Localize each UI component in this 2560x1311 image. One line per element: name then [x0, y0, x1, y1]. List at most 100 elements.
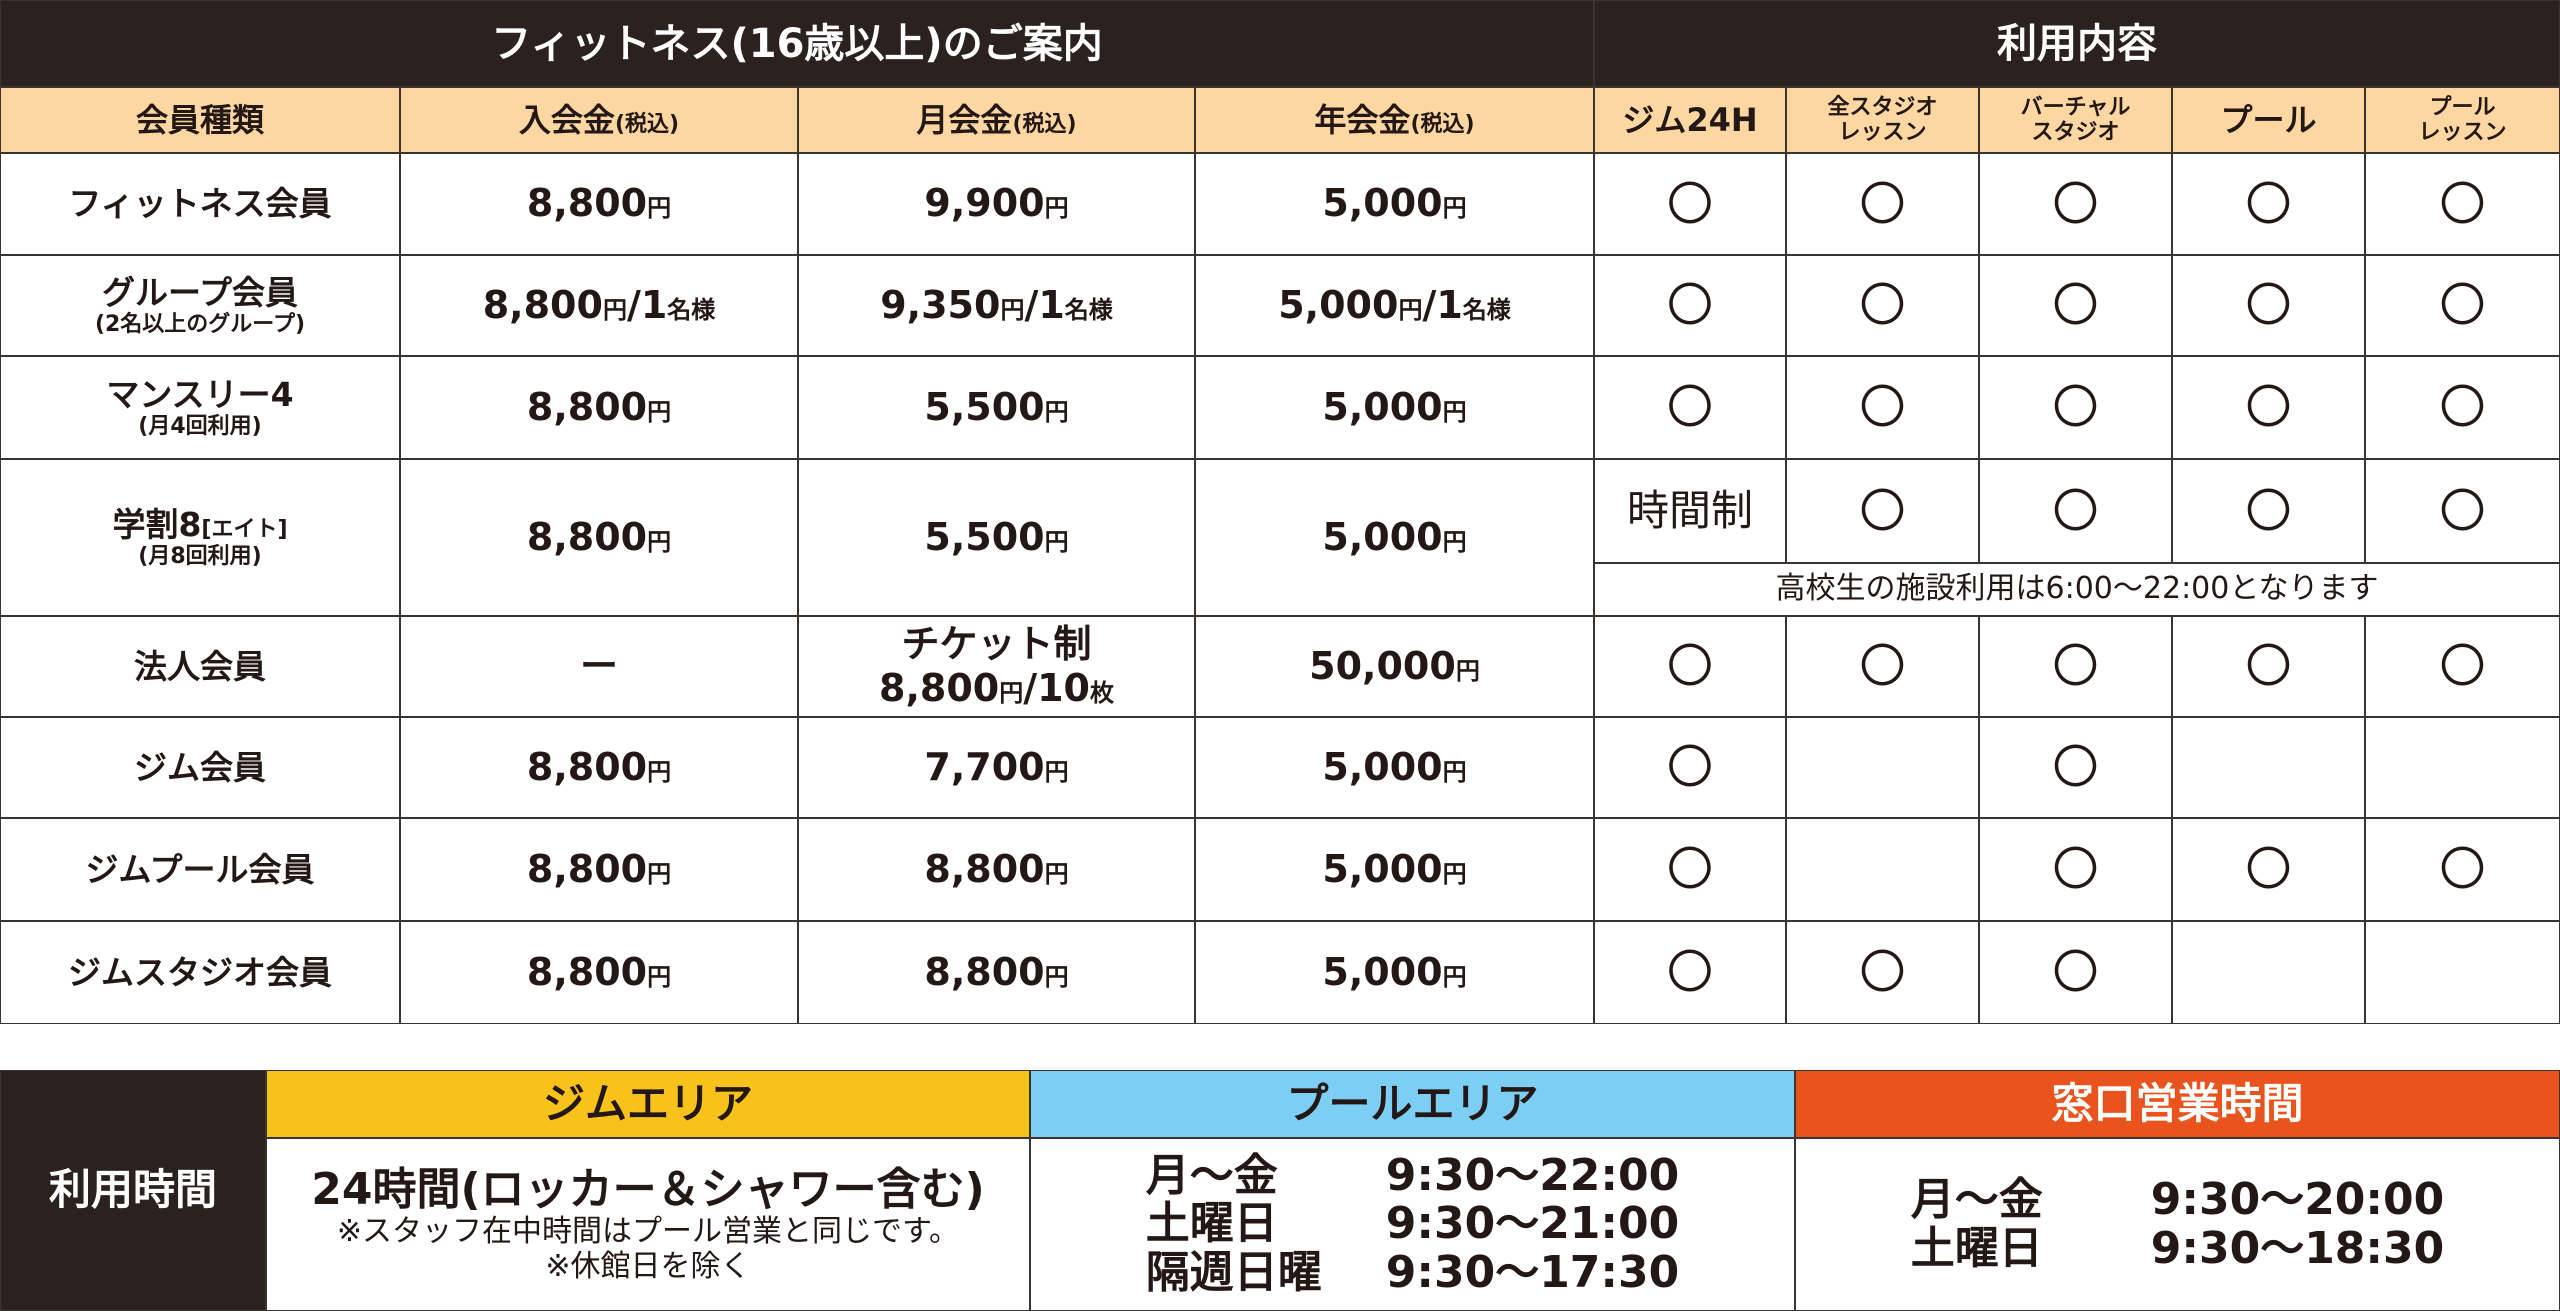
member-sub: (2名以上のグループ)	[94, 311, 306, 337]
amount-text: 5,000	[1322, 181, 1443, 226]
member-name: グループ会員	[102, 273, 298, 312]
amount-text: 8,800	[482, 282, 603, 327]
fee-cell: 8,800円	[401, 357, 797, 458]
schedule-day: 月〜金	[1910, 1174, 2043, 1226]
amount-text: /10	[1023, 665, 1090, 710]
amount-text: 8,800	[924, 949, 1045, 994]
amount-text: 9,350	[880, 282, 1001, 327]
member-sub: (月4回利用)	[138, 413, 262, 439]
unit-text: 名様	[1064, 295, 1113, 324]
fee-line: 8,800円	[527, 385, 671, 430]
fee-line: 8,800円	[527, 181, 671, 226]
service-cell: 〇	[2173, 357, 2364, 458]
fee-line: 8,800円/1名様	[482, 282, 716, 328]
unit-text: 名様	[667, 295, 716, 324]
unit-text: 枚	[1089, 678, 1114, 707]
amount-text: 8,800	[526, 846, 648, 891]
service-header-line: レッスン	[2418, 120, 2507, 145]
service-cell: 〇	[1980, 357, 2171, 458]
member-sub: (月8回利用)	[138, 543, 262, 569]
service-mark: 〇	[2245, 380, 2292, 435]
fee-cell: 5,000円	[1196, 154, 1593, 254]
unit-text: 円	[1044, 757, 1069, 786]
amount-text: ー	[579, 643, 618, 688]
member-name-part: 学割8	[112, 504, 202, 544]
service-mark: 〇	[1859, 176, 1906, 231]
service-mark: 〇	[1667, 842, 1713, 897]
service-cell	[1787, 819, 1978, 920]
service-cell: 〇	[1787, 460, 1978, 562]
service-mark: 〇	[1859, 639, 1906, 694]
unit-text: 円	[647, 757, 672, 786]
unit-text: 円	[1398, 295, 1423, 324]
column-label: 入会金	[518, 100, 615, 139]
fee-line: 5,000円	[1322, 385, 1466, 430]
amount-text: 8,800	[924, 846, 1045, 891]
unit-text: 名様	[1462, 295, 1511, 324]
column-note: (税込)	[1012, 111, 1077, 137]
unit-text: 円	[1000, 295, 1025, 324]
fee-cell: 8,800円	[799, 922, 1194, 1023]
amount-text: /1	[1422, 282, 1463, 327]
services-title: 利用内容	[1595, 1, 2559, 86]
service-cell: 〇	[1595, 617, 1785, 716]
amount-text: 8,800	[879, 665, 1000, 710]
amount-text: 5,500	[924, 514, 1045, 559]
fee-cell: 8,800円	[401, 718, 797, 817]
member-name: ジム会員	[134, 748, 266, 787]
service-cell: 〇	[2173, 154, 2364, 254]
service-mark: 〇	[2052, 380, 2099, 435]
service-cell: 〇	[1980, 819, 2171, 920]
service-cell: 〇	[1595, 718, 1785, 817]
fee-cell: 5,000円	[1196, 357, 1593, 458]
service-mark: 〇	[1667, 176, 1713, 231]
fee-line: 5,000円	[1322, 949, 1466, 995]
fee-line: 8,800円	[924, 949, 1068, 995]
service-cell: 〇	[2366, 357, 2559, 458]
service-mark: 〇	[1859, 278, 1906, 333]
member-name: ジムプール会員	[85, 850, 314, 889]
unit-text: 円	[1044, 859, 1069, 888]
schedule-time: 9:30〜22:00	[1385, 1149, 1680, 1201]
member-name: 法人会員	[134, 647, 266, 686]
service-cell: 〇	[1787, 922, 1978, 1023]
area-line: ※休館日を除く	[545, 1248, 751, 1284]
fee-cell: 5,000円	[1196, 922, 1593, 1023]
fee-line: 5,500円	[924, 514, 1068, 560]
fee-cell: 7,700円	[799, 718, 1194, 817]
service-header: 全スタジオ レッスン	[1787, 88, 1978, 152]
schedule-day: 土曜日	[1910, 1222, 2043, 1274]
service-cell: 〇	[1595, 256, 1785, 355]
area-body: 24時間(ロッカー＆シャワー含む) ※スタッフ在中時間はプール営業と同じです。 ※休…	[267, 1139, 1029, 1310]
unit-text: 円	[1442, 194, 1467, 223]
fee-line: 8,800円	[527, 950, 671, 995]
service-cell	[2173, 718, 2364, 817]
fee-cell: 8,800円	[401, 460, 797, 615]
column-label: 年会金	[1314, 100, 1411, 139]
column-header: 年会金(税込)	[1196, 88, 1593, 152]
fee-line: 5,000円	[1322, 515, 1466, 560]
service-mark: 〇	[1859, 483, 1906, 538]
fee-line: 50,000円	[1309, 644, 1480, 689]
amount-text: 7,700	[924, 744, 1045, 789]
amount-text: 5,000	[1278, 282, 1399, 327]
service-mark: 〇	[2245, 176, 2292, 231]
service-mark: 〇	[2245, 639, 2292, 694]
member-type: ジムプール会員	[1, 819, 399, 920]
member-type: フィットネス会員	[1, 154, 399, 254]
service-mark: 〇	[2052, 639, 2099, 694]
service-mark: 〇	[2439, 483, 2486, 538]
member-name: フィットネス会員	[68, 185, 331, 223]
title-text: フィットネス(16歳以上)のご案内	[491, 20, 1103, 67]
area-title: ジムエリア	[267, 1071, 1029, 1137]
service-mark: 〇	[1667, 740, 1713, 795]
service-mark: 〇	[2439, 380, 2486, 435]
service-mark: 〇	[2245, 278, 2292, 333]
fee-cell: 8,800円/1名様	[401, 256, 797, 355]
fee-line: 5,000円	[1322, 847, 1466, 892]
service-cell: 〇	[2366, 819, 2559, 920]
service-cell: 〇	[1980, 256, 2171, 355]
amount-text: 5,000	[1322, 949, 1443, 994]
service-cell	[2366, 718, 2559, 817]
